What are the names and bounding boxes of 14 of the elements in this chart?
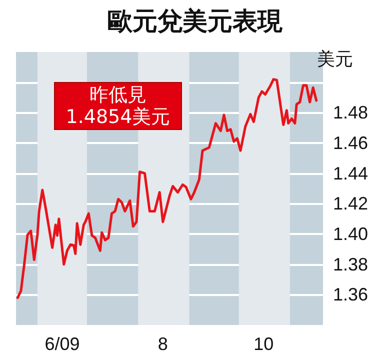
x-tick-label: 10 [254, 334, 274, 354]
y-tick-label: 1.46 [333, 133, 368, 153]
y-tick-label: 1.40 [333, 224, 368, 244]
y-tick-label: 1.38 [333, 254, 368, 274]
y-tick-label: 1.48 [333, 102, 368, 123]
x-tick-label: 8 [158, 334, 168, 354]
line-series [16, 78, 318, 299]
y-axis-title: 美元 [317, 49, 353, 69]
y-tick-label: 1.36 [333, 284, 368, 305]
annotation: 昨低見 1.4854美元 [54, 82, 182, 130]
y-tick-label: 1.44 [333, 163, 368, 184]
y-tick-label: 1.42 [333, 194, 368, 214]
x-tick-label: 6/09 [44, 334, 80, 354]
chart-title: 歐元兌美元表現 [108, 8, 284, 36]
